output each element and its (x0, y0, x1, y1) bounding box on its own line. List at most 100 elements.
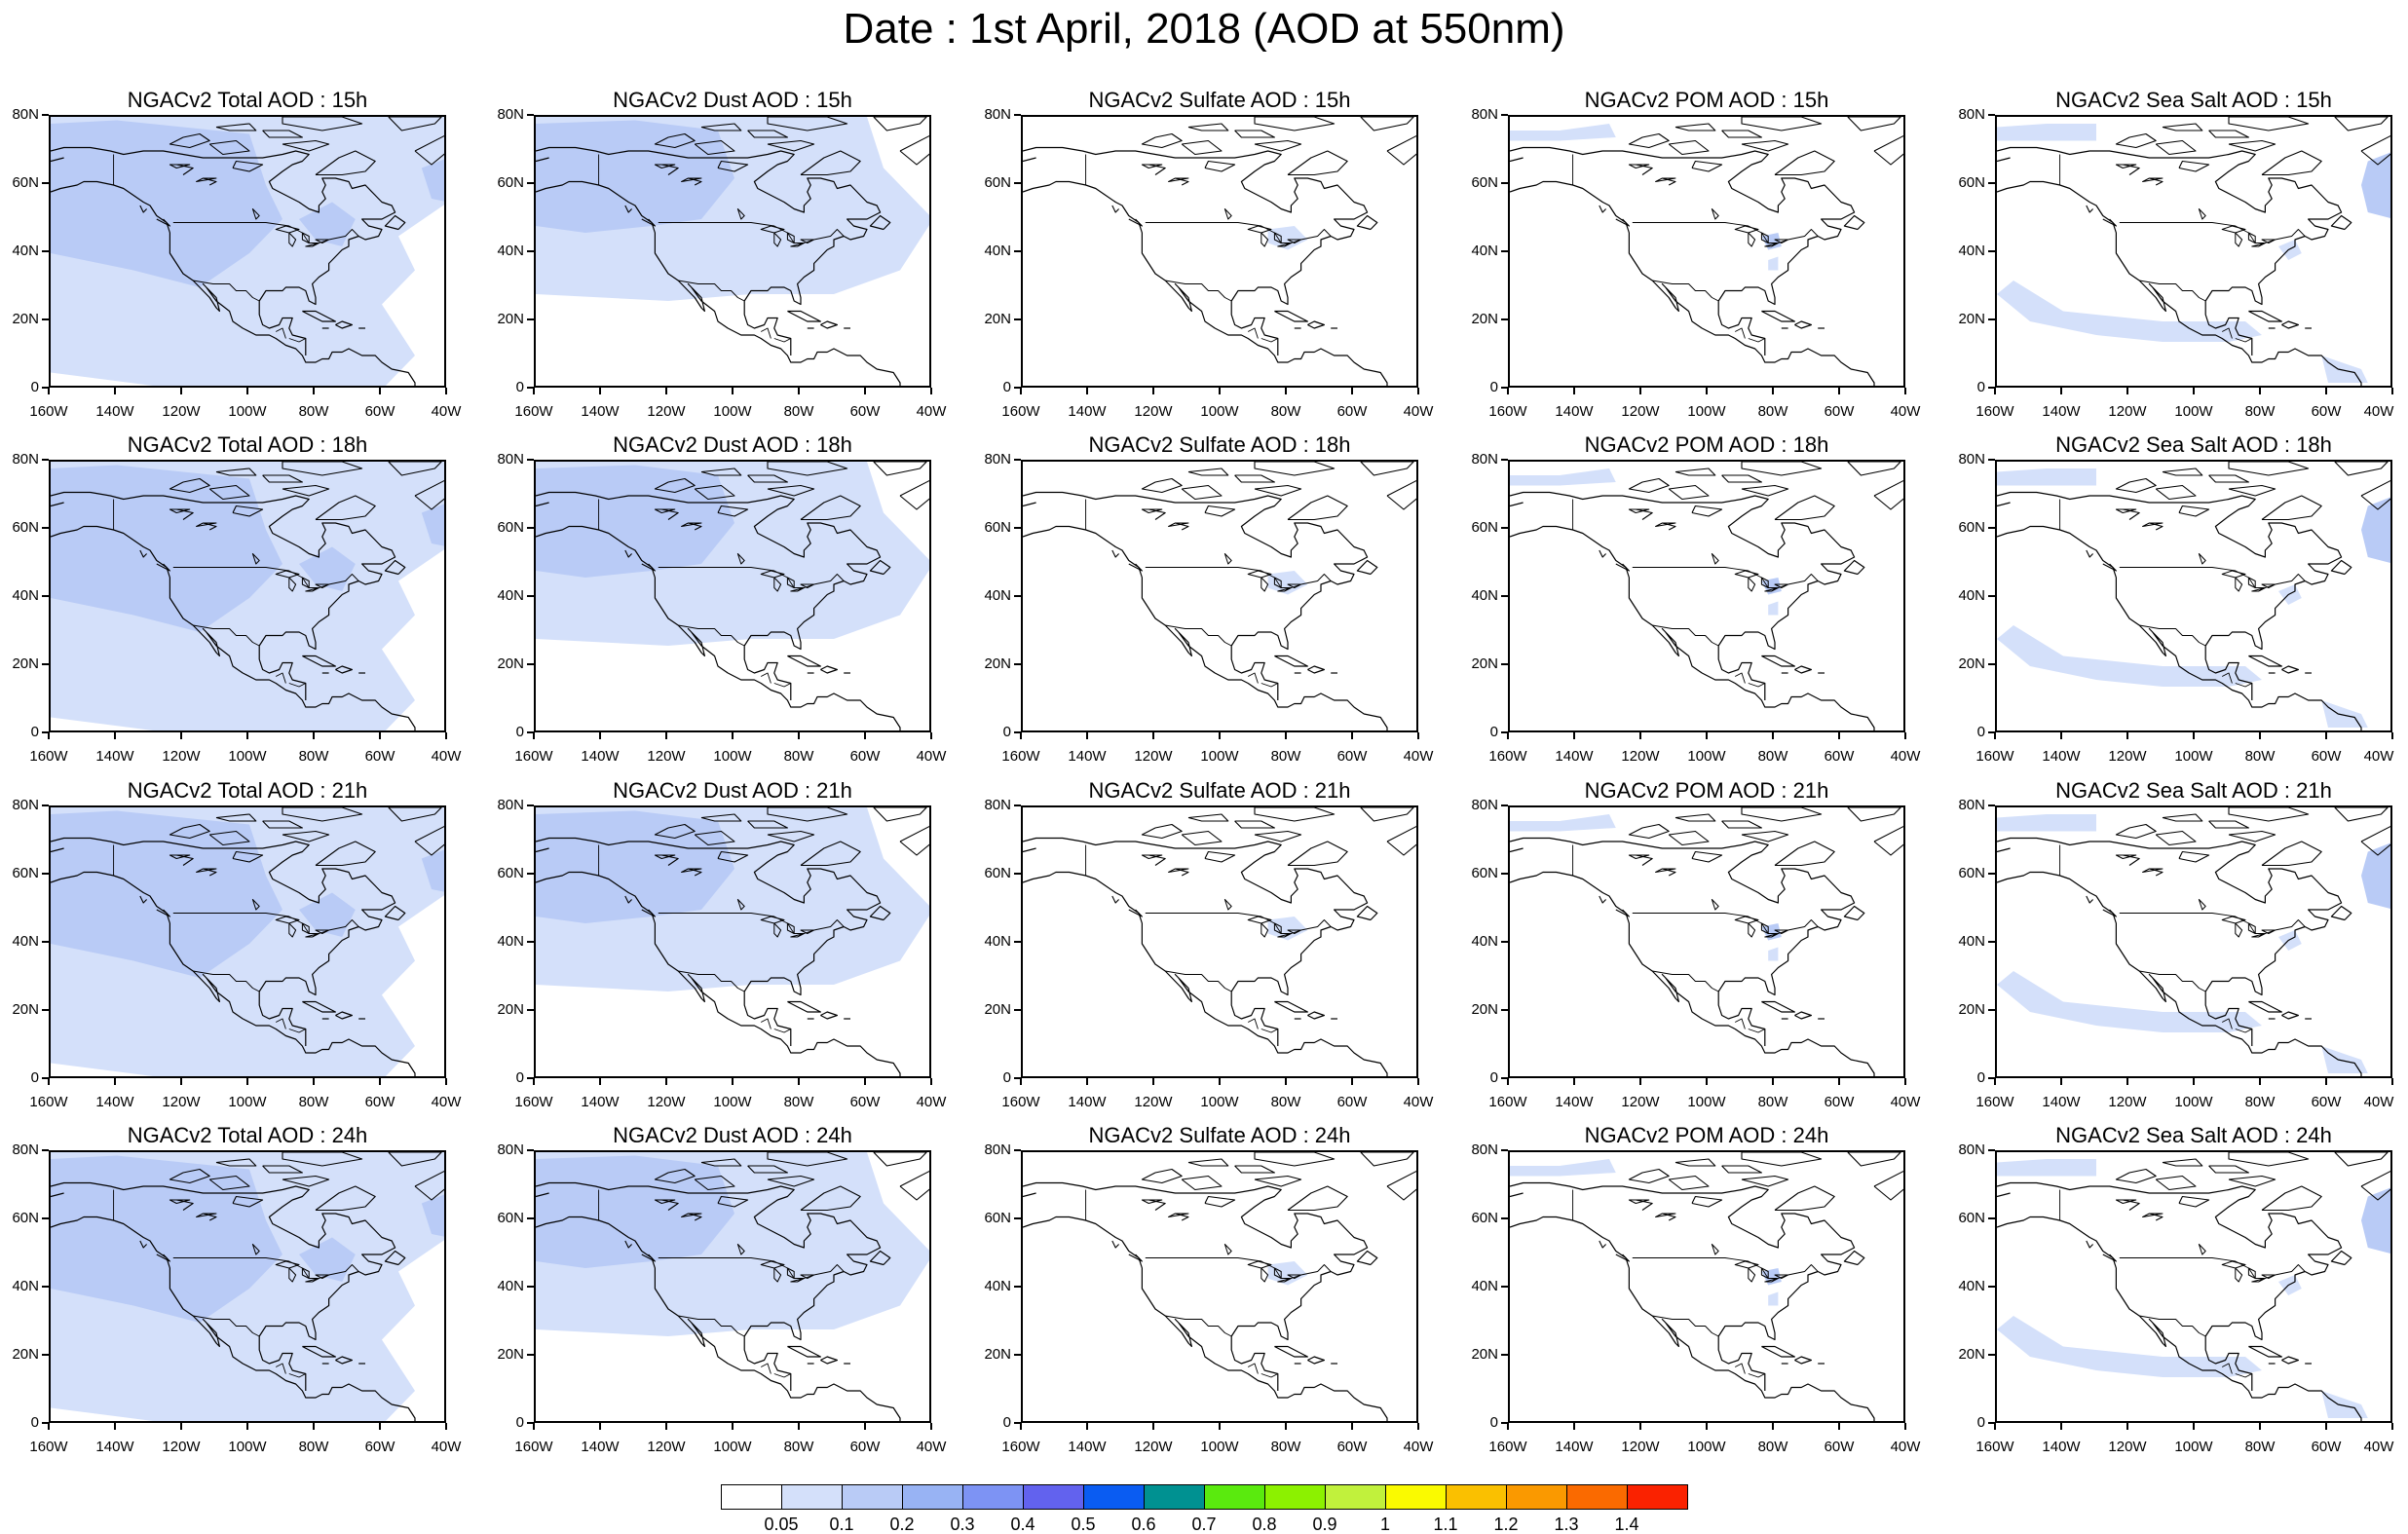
island-outline (1254, 462, 1336, 476)
island-outline (1628, 477, 1670, 494)
lon-label: 160W (1975, 403, 2014, 420)
island-outline (767, 807, 848, 822)
island-outline (2162, 813, 2203, 822)
island-outline (2228, 462, 2310, 476)
lon-label: 60W (1336, 1094, 1368, 1110)
lake-outline (2221, 1260, 2246, 1269)
lake-outline (1628, 508, 1650, 513)
lat-tick (42, 1286, 49, 1288)
coastline (1997, 1192, 2011, 1198)
island-outline (1181, 484, 1223, 501)
lat-tick (527, 318, 534, 320)
aod-region-1 (536, 810, 734, 923)
colorbar-swatch (902, 1484, 963, 1510)
coastline (536, 502, 549, 507)
lon-tick (246, 732, 248, 739)
lat-label: 60N (1471, 519, 1498, 536)
lat-tick (1014, 595, 1021, 597)
lon-tick (48, 388, 50, 394)
lon-label: 120W (1134, 748, 1173, 765)
aod-region-3 (421, 1194, 444, 1237)
island-outline (176, 1199, 194, 1211)
island-outline (232, 1195, 264, 1208)
lon-label: 40W (1403, 748, 1434, 765)
panel-title: NGACv2 Sea Salt AOD : 18h (2055, 432, 2332, 457)
island-outline (2155, 830, 2197, 846)
lon-label: 160W (1488, 748, 1527, 765)
map-svg (536, 117, 929, 386)
lon-label: 160W (1001, 1439, 1040, 1455)
coastline (1023, 1216, 1388, 1421)
lat-label: 80N (497, 451, 524, 468)
lon-label: 60W (1824, 403, 1855, 420)
lat-tick (42, 1149, 49, 1151)
lon-tick (2060, 732, 2062, 739)
panel-title: NGACv2 Sulfate AOD : 21h (1088, 778, 1351, 803)
map-svg (51, 1152, 444, 1421)
island-outline (800, 1185, 861, 1212)
lake-outline (654, 164, 676, 168)
country-border (2221, 1363, 2233, 1374)
lat-label: 20N (1471, 655, 1498, 672)
map-frame (1995, 805, 2392, 1078)
country-border (658, 913, 845, 934)
lon-tick (2325, 388, 2327, 394)
lake-outline (1260, 922, 1269, 938)
lat-label: 40N (497, 243, 524, 259)
lon-tick (1152, 388, 1154, 394)
country-border (1632, 1257, 1819, 1279)
island-outline (1386, 134, 1416, 166)
island-outline (2261, 150, 2322, 176)
lon-tick (1351, 1423, 1353, 1430)
lake-outline (196, 868, 217, 873)
lat-tick (42, 1422, 49, 1424)
coastline (2248, 1000, 2282, 1013)
lon-tick (1706, 1078, 1708, 1085)
lat-label: 20N (12, 1346, 39, 1363)
lat-tick (1988, 873, 1995, 875)
lon-tick (1285, 732, 1287, 739)
coastline (787, 655, 821, 667)
lat-tick (1014, 1286, 1021, 1288)
lat-label: 80N (12, 1141, 39, 1158)
colorbar-swatch (721, 1484, 782, 1510)
aod-region-1 (2361, 842, 2390, 909)
lon-label: 60W (364, 1094, 395, 1110)
coastline (536, 837, 882, 1046)
island-outline (899, 1170, 929, 1201)
island-outline (2115, 823, 2157, 840)
country-border (1734, 327, 1746, 339)
lon-label: 40W (916, 403, 947, 420)
island-outline (1254, 139, 1302, 152)
island-outline (661, 508, 679, 520)
coastline (1023, 1192, 1036, 1198)
lake-outline (2198, 208, 2206, 220)
lon-tick (1219, 732, 1221, 739)
map-panel-dust-3: NGACv2 Dust AOD : 24h 80N 60N 40N 20N 0 160W 14… (497, 1125, 946, 1455)
lake-outline (2261, 1274, 2276, 1279)
island-outline (1287, 1185, 1348, 1212)
lat-tick (1501, 595, 1508, 597)
coastline (820, 320, 838, 329)
map-panel-total-2: NGACv2 Total AOD : 21h 80N 60N 40N 20N 0 160W 1… (12, 780, 461, 1110)
island-outline (315, 150, 376, 176)
lat-label: 20N (1471, 1001, 1498, 1018)
colorbar-swatch (1083, 1484, 1145, 1510)
lat-tick (42, 1217, 49, 1219)
coastline (869, 905, 891, 921)
lon-label: 160W (1488, 1094, 1527, 1110)
lat-tick (1501, 941, 1508, 943)
lat-label: 40N (12, 587, 39, 604)
lat-label: 20N (1958, 655, 1985, 672)
coastline (2248, 1345, 2282, 1358)
island-outline (1628, 823, 1670, 840)
island-outline (2155, 139, 2197, 156)
island-outline (2102, 1253, 2117, 1262)
island-outline (624, 549, 632, 558)
island-outline (2123, 1199, 2140, 1211)
lon-label: 40W (431, 1439, 462, 1455)
aod-region-0 (1997, 468, 2096, 486)
lake-outline (2198, 899, 2206, 911)
coastline (1843, 905, 1865, 921)
island-outline (262, 130, 303, 138)
